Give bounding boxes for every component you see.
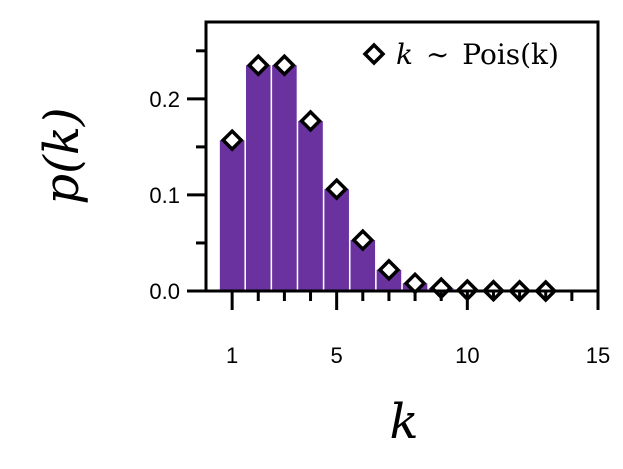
legend-label-dist: Pois(k) bbox=[462, 38, 559, 71]
bar-k-4 bbox=[298, 120, 323, 291]
x-tick-label: 15 bbox=[586, 343, 610, 368]
marker-k-5 bbox=[325, 177, 349, 201]
y-tick-label: 0.0 bbox=[149, 279, 180, 304]
x-tick-label: 1 bbox=[226, 343, 238, 368]
marker-k-2 bbox=[246, 53, 270, 77]
y-tick-label: 0.2 bbox=[149, 87, 180, 112]
legend: k ∼ Pois(k) bbox=[362, 38, 559, 71]
marker-k-1 bbox=[220, 128, 244, 152]
bar-k-3 bbox=[272, 65, 297, 291]
legend-label: k ∼ Pois(k) bbox=[396, 38, 559, 71]
bar-k-2 bbox=[245, 65, 271, 291]
y-tick-label: 0.1 bbox=[149, 183, 180, 208]
marker-k-7 bbox=[377, 258, 401, 282]
x-axis-label: k bbox=[389, 394, 418, 450]
bars-group bbox=[219, 65, 559, 291]
bar-k-1 bbox=[219, 140, 245, 291]
y-axis-label: p(k) bbox=[34, 107, 90, 204]
marker-k-6 bbox=[351, 228, 375, 252]
markers-group bbox=[220, 53, 558, 303]
marker-k-4 bbox=[299, 109, 323, 133]
legend-label-var: k bbox=[396, 38, 413, 71]
legend-label-sim: ∼ bbox=[426, 38, 449, 71]
ticks-group bbox=[187, 49, 600, 310]
plot-frame bbox=[204, 20, 600, 293]
marker-k-3 bbox=[272, 53, 296, 77]
tick-labels-group: 1 5 10 150.00.10.2 bbox=[149, 87, 610, 368]
x-tick-label: 10 bbox=[455, 343, 479, 368]
x-tick-label: 5 bbox=[331, 343, 343, 368]
axes-group bbox=[204, 20, 600, 293]
bar-k-5 bbox=[324, 189, 349, 291]
legend-diamond-icon bbox=[362, 42, 386, 66]
